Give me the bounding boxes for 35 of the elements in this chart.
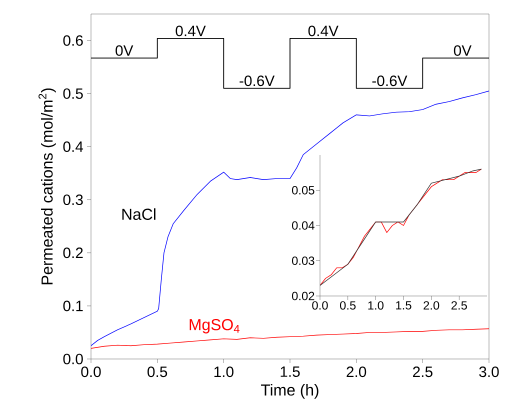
x-tick-label: 1.0	[368, 301, 384, 310]
y-tick-label: 0.0	[63, 354, 83, 364]
x-tick-label: 2.5	[451, 301, 467, 310]
y-tick-label: 0.6	[63, 35, 83, 46]
annotation: -0.6V	[372, 76, 408, 86]
series-label: NaCl	[122, 208, 156, 220]
line-series	[91, 90, 490, 346]
x-tick-label: 1.5	[396, 301, 412, 310]
y-tick-label: 0.4	[63, 141, 84, 152]
x-tick-label: 0.5	[340, 301, 356, 310]
x-tick-label: 0.5	[148, 366, 168, 378]
y-tick-label: 0.5	[63, 88, 83, 99]
annotation: 0.4V	[176, 26, 206, 36]
y-tick-label: 0.02	[292, 292, 314, 300]
x-tick-label: 1.5	[280, 366, 300, 377]
y-tick-label: 0.3	[63, 194, 83, 206]
y-tick-label: 0.05	[292, 186, 314, 194]
x-tick-label: 0.0	[312, 301, 328, 310]
x-tick-label: 2.0	[346, 366, 366, 378]
series-label: MgSO$_{4}$	[190, 319, 240, 334]
annotation: 0V	[116, 45, 134, 56]
x-tick-label: 2.5	[413, 366, 432, 378]
annotation: 0.4V	[308, 26, 338, 36]
annotation: -0.6V	[240, 76, 275, 86]
y-tick-label: 0.1	[63, 300, 83, 312]
x-tick-label: 2.0	[424, 301, 440, 310]
y-tick-label: 0.2	[63, 248, 83, 258]
y-tick-label: 0.03	[292, 256, 314, 265]
x-tick-label: 0.0	[81, 366, 101, 378]
annotation: 0V	[454, 45, 472, 56]
x-tick-label: 1.0	[214, 366, 234, 378]
y-axis-title: Permeated cations (mol/m$^{2}$)	[38, 88, 56, 284]
x-axis-title: Time (h)	[260, 384, 318, 399]
x-tick-label: 3.0	[479, 366, 499, 378]
y-tick-label: 0.04	[292, 221, 314, 230]
